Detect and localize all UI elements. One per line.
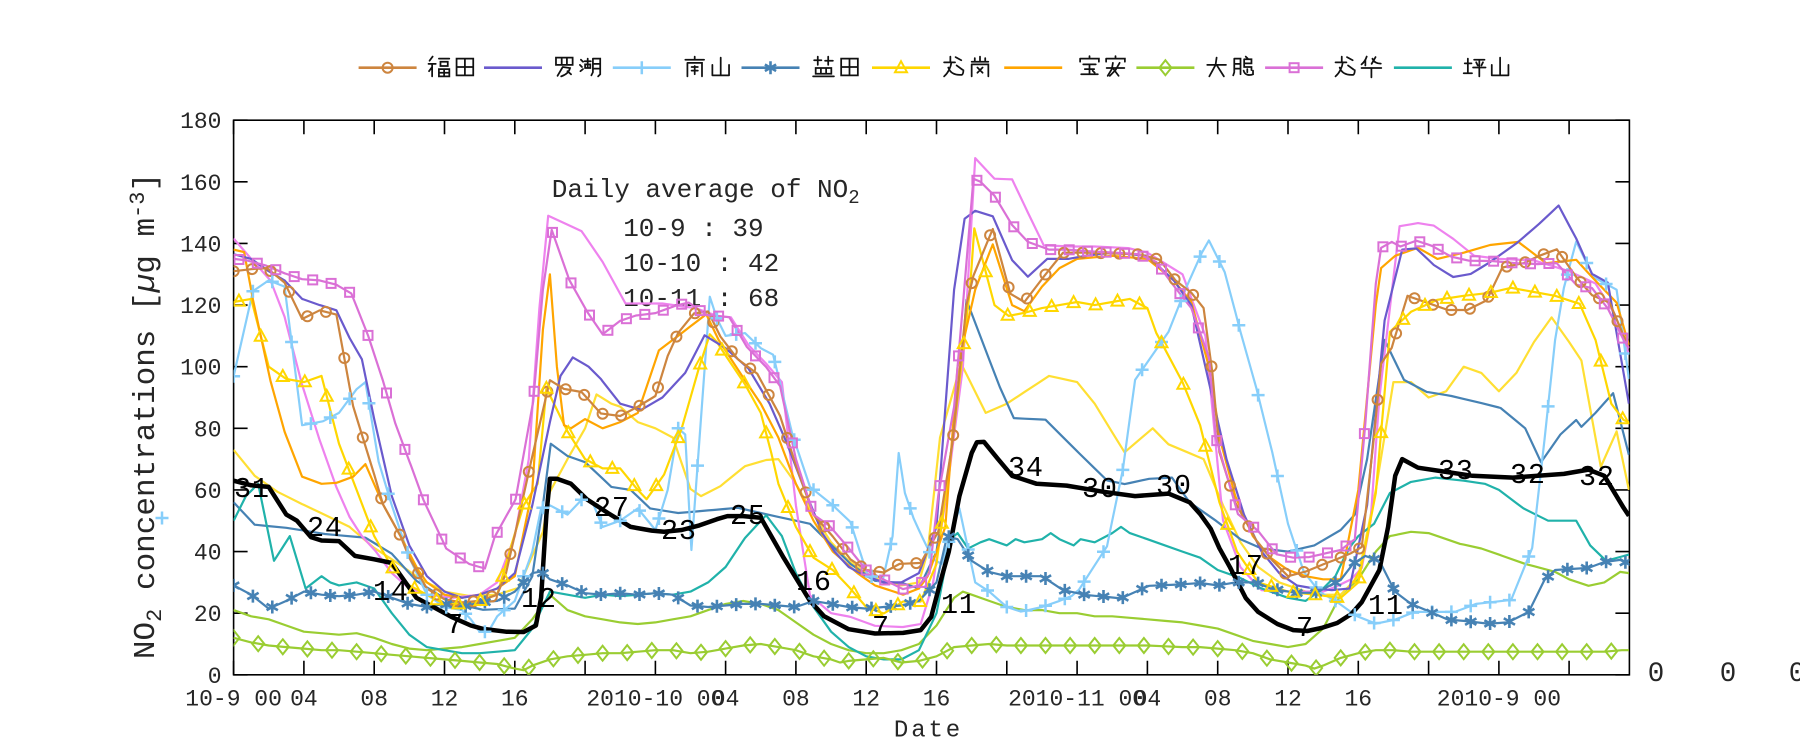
svg-text:16: 16 — [923, 687, 951, 713]
svg-text:40: 40 — [194, 541, 222, 567]
svg-text:11: 11 — [941, 589, 977, 622]
svg-text:08: 08 — [1204, 687, 1232, 713]
svg-text:100: 100 — [180, 356, 221, 382]
svg-text:80: 80 — [194, 417, 222, 443]
svg-text:10-9 : 39: 10-9 : 39 — [623, 214, 763, 244]
svg-text:140: 140 — [180, 232, 221, 258]
svg-text:7: 7 — [872, 611, 890, 644]
svg-text:23: 23 — [661, 515, 697, 548]
svg-text:08: 08 — [360, 687, 388, 713]
svg-text:27: 27 — [594, 492, 630, 525]
svg-text:12: 12 — [521, 583, 557, 616]
svg-text:180: 180 — [180, 109, 221, 135]
svg-text:04: 04 — [712, 687, 740, 713]
svg-text:04: 04 — [1134, 687, 1162, 713]
svg-text:32: 32 — [1510, 459, 1546, 492]
svg-text:10-10 : 42: 10-10 : 42 — [623, 249, 779, 279]
svg-text:60: 60 — [194, 479, 222, 505]
svg-text:0: 0 — [208, 664, 222, 690]
svg-text:NO2 concentrations [µg m-3]: NO2 concentrations [µg m-3] — [126, 173, 168, 659]
svg-text:31: 31 — [234, 473, 270, 506]
svg-text:0: 0 — [1789, 659, 1800, 690]
svg-text:10-9 00: 10-9 00 — [185, 687, 282, 713]
svg-text:32: 32 — [1579, 461, 1615, 494]
svg-text:16: 16 — [796, 566, 832, 599]
svg-text:Date: Date — [894, 718, 963, 745]
svg-text:160: 160 — [180, 171, 221, 197]
svg-text:7: 7 — [1296, 612, 1314, 645]
svg-text:Daily average of NO2: Daily average of NO2 — [552, 175, 860, 209]
svg-text:20: 20 — [194, 602, 222, 628]
svg-text:0: 0 — [1648, 659, 1665, 690]
svg-text:120: 120 — [180, 294, 221, 320]
svg-text:08: 08 — [782, 687, 810, 713]
svg-text:12: 12 — [431, 687, 459, 713]
svg-text:16: 16 — [1344, 687, 1372, 713]
svg-text:25: 25 — [730, 500, 766, 533]
svg-text:12: 12 — [1274, 687, 1302, 713]
svg-text:16: 16 — [501, 687, 529, 713]
svg-text:2010-9 00: 2010-9 00 — [1437, 687, 1561, 713]
svg-text:34: 34 — [1008, 452, 1044, 485]
svg-text:30: 30 — [1156, 470, 1192, 503]
svg-text:12: 12 — [852, 687, 880, 713]
svg-text:11: 11 — [1368, 590, 1404, 623]
svg-text:24: 24 — [307, 512, 343, 545]
svg-text:30: 30 — [1082, 473, 1118, 506]
svg-text:33: 33 — [1438, 455, 1474, 488]
svg-text:04: 04 — [290, 687, 318, 713]
svg-text:14: 14 — [373, 576, 409, 609]
svg-text:7: 7 — [446, 609, 464, 642]
svg-text:17: 17 — [1228, 550, 1264, 583]
svg-text:0: 0 — [1720, 659, 1737, 690]
svg-text:2010-11 00: 2010-11 00 — [1008, 687, 1146, 713]
svg-text:2010-10 00: 2010-10 00 — [586, 687, 724, 713]
